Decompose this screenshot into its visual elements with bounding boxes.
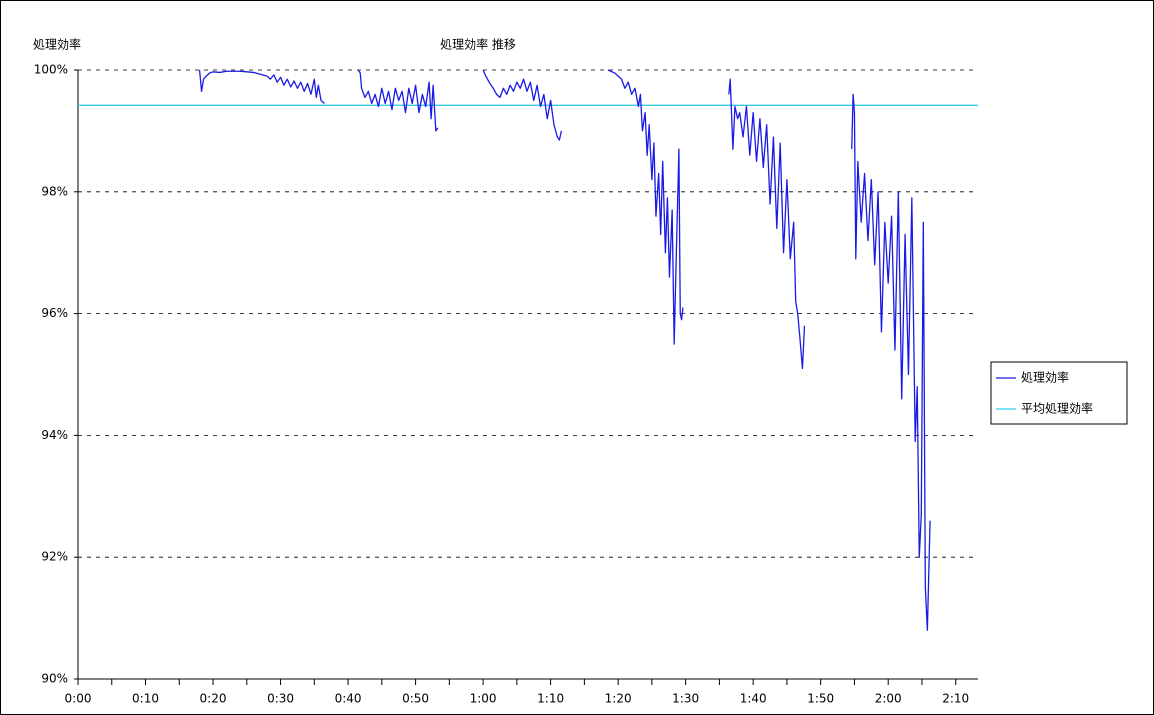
x-tick-label: 0:10 xyxy=(132,692,159,706)
legend-label: 処理効率 xyxy=(1021,370,1069,385)
x-tick-label: 1:10 xyxy=(537,692,564,706)
y-tick-label: 96% xyxy=(41,306,68,320)
legend-box xyxy=(990,361,1128,425)
y-axis-title: 処理効率 xyxy=(33,37,81,52)
y-tick-label: 92% xyxy=(41,550,68,564)
x-tick-label: 2:10 xyxy=(942,692,969,706)
legend-label: 平均処理効率 xyxy=(1021,401,1093,416)
series-line xyxy=(198,69,931,631)
x-tick-label: 0:40 xyxy=(335,692,362,706)
y-tick-label: 100% xyxy=(34,63,68,77)
x-tick-label: 0:00 xyxy=(65,692,92,706)
x-tick-label: 0:30 xyxy=(267,692,294,706)
x-tick-label: 0:20 xyxy=(200,692,227,706)
y-tick-label: 98% xyxy=(41,184,68,198)
x-tick-label: 1:40 xyxy=(740,692,767,706)
y-tick-label: 94% xyxy=(41,428,68,442)
x-tick-label: 1:20 xyxy=(605,692,632,706)
x-tick-label: 2:00 xyxy=(875,692,902,706)
x-tick-label: 0:50 xyxy=(402,692,429,706)
x-tick-label: 1:30 xyxy=(672,692,699,706)
x-tick-label: 1:00 xyxy=(470,692,497,706)
chart-title: 処理効率 推移 xyxy=(440,37,516,52)
y-tick-label: 90% xyxy=(41,672,68,686)
x-tick-label: 1:50 xyxy=(807,692,834,706)
